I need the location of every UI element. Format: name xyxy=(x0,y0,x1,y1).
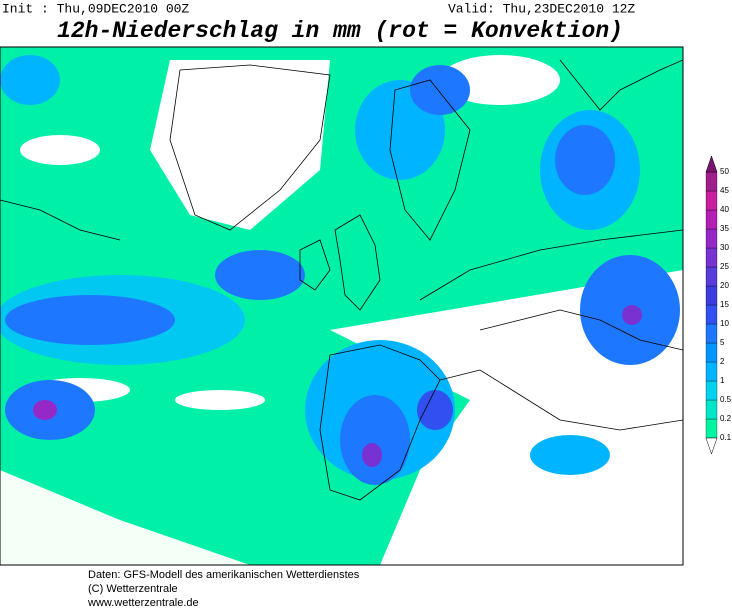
footer-line: (C) Wetterzentrale xyxy=(88,583,178,595)
footer-line: www.wetterzentrale.de xyxy=(87,597,199,609)
colorbar-label: 0.2 xyxy=(720,414,732,423)
colorbar-band xyxy=(705,171,718,192)
colorbar-band xyxy=(705,304,718,325)
colorbar-label: 20 xyxy=(720,281,729,290)
colorbar-band xyxy=(705,228,718,249)
colorbar-label: 0.1 xyxy=(720,433,732,442)
map xyxy=(0,46,684,566)
colorbar-label: 15 xyxy=(720,300,729,309)
colorbar-band xyxy=(705,361,718,382)
colorbar-band xyxy=(705,342,718,363)
colorbar-band xyxy=(705,285,718,306)
colorbar-label: 30 xyxy=(720,243,729,252)
colorbar-label: 1 xyxy=(720,376,725,385)
colorbar-band xyxy=(705,323,718,344)
colorbar-band xyxy=(705,399,718,420)
map-title: 12h-Niederschlag in mm (rot = Konvektion… xyxy=(57,18,623,44)
colorbar-band xyxy=(705,380,718,401)
colorbar-label: 10 xyxy=(720,319,729,328)
colorbar-label: 50 xyxy=(720,167,729,176)
footer-line: Daten: GFS-Modell des amerikanischen Wet… xyxy=(88,569,360,581)
colorbar-band xyxy=(705,190,718,211)
colorbar-band xyxy=(705,209,718,230)
colorbar-band xyxy=(705,266,718,287)
colorbar-band xyxy=(705,418,718,439)
colorbar-label: 0.5 xyxy=(720,395,732,404)
colorbar-label: 35 xyxy=(720,224,729,233)
colorbar-label: 2 xyxy=(720,357,725,366)
init-time: Init : Thu,09DEC2010 00Z xyxy=(2,1,189,16)
colorbar-label: 40 xyxy=(720,205,729,214)
valid-time: Valid: Thu,23DEC2010 12Z xyxy=(448,1,635,16)
colorbar-band xyxy=(705,247,718,268)
colorbar-label: 5 xyxy=(720,338,725,347)
colorbar-label: 45 xyxy=(720,186,729,195)
colorbar-cap xyxy=(705,437,718,455)
colorbar-label: 25 xyxy=(720,262,729,271)
colorbar-cap xyxy=(705,155,718,173)
